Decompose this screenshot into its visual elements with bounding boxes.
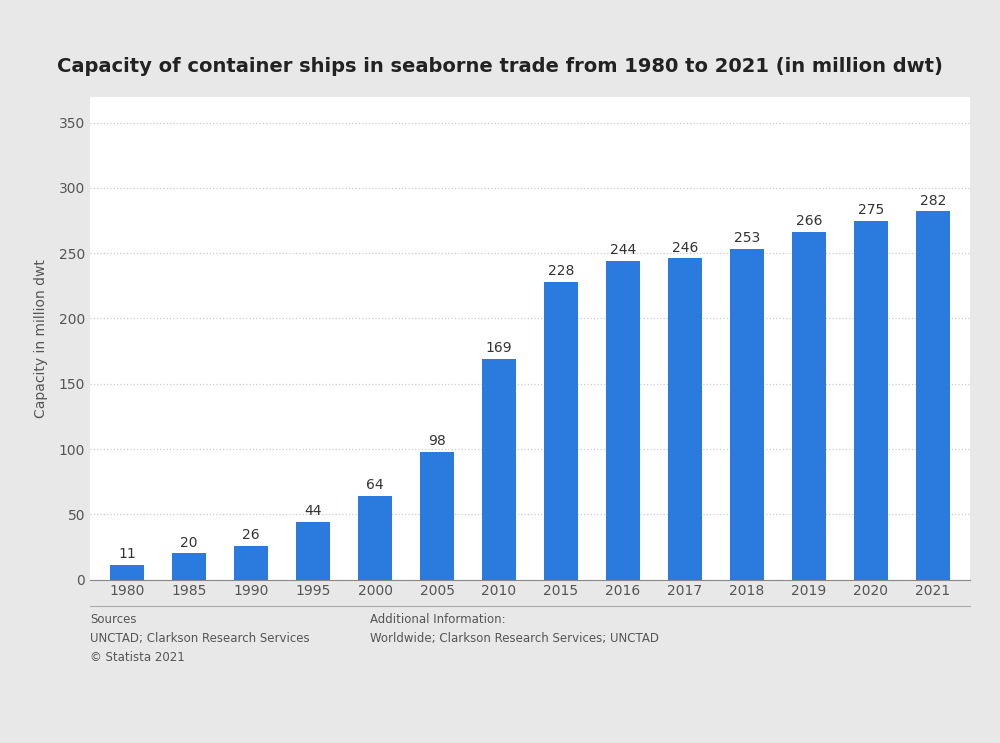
- Text: 44: 44: [304, 504, 322, 518]
- Bar: [234, 545, 268, 580]
- Text: Additional Information:
Worldwide; Clarkson Research Services; UNCTAD: Additional Information: Worldwide; Clark…: [370, 613, 659, 645]
- Bar: [172, 554, 206, 580]
- Bar: [420, 452, 454, 580]
- Bar: [358, 496, 392, 580]
- Bar: [296, 522, 330, 580]
- Text: 169: 169: [486, 341, 512, 355]
- Text: 246: 246: [672, 241, 698, 255]
- Text: 64: 64: [366, 478, 384, 492]
- Y-axis label: Capacity in million dwt: Capacity in million dwt: [34, 259, 48, 418]
- Text: 11: 11: [118, 548, 136, 561]
- Text: Capacity of container ships in seaborne trade from 1980 to 2021 (in million dwt): Capacity of container ships in seaborne …: [57, 57, 943, 77]
- Bar: [606, 261, 640, 580]
- Text: 244: 244: [610, 243, 636, 257]
- Bar: [854, 221, 888, 580]
- Text: 266: 266: [796, 215, 822, 228]
- Bar: [110, 565, 144, 580]
- Text: 20: 20: [180, 536, 198, 550]
- Text: 26: 26: [242, 528, 260, 542]
- Text: 228: 228: [548, 264, 574, 278]
- Bar: [730, 250, 764, 580]
- Bar: [916, 212, 950, 580]
- Text: Sources
UNCTAD; Clarkson Research Services
© Statista 2021: Sources UNCTAD; Clarkson Research Servic…: [90, 613, 310, 664]
- Bar: [792, 233, 826, 580]
- Bar: [482, 359, 516, 580]
- Bar: [668, 259, 702, 580]
- Text: 282: 282: [920, 193, 946, 207]
- Text: 98: 98: [428, 434, 446, 448]
- Text: 275: 275: [858, 203, 884, 217]
- Bar: [544, 282, 578, 580]
- Text: 253: 253: [734, 231, 760, 245]
